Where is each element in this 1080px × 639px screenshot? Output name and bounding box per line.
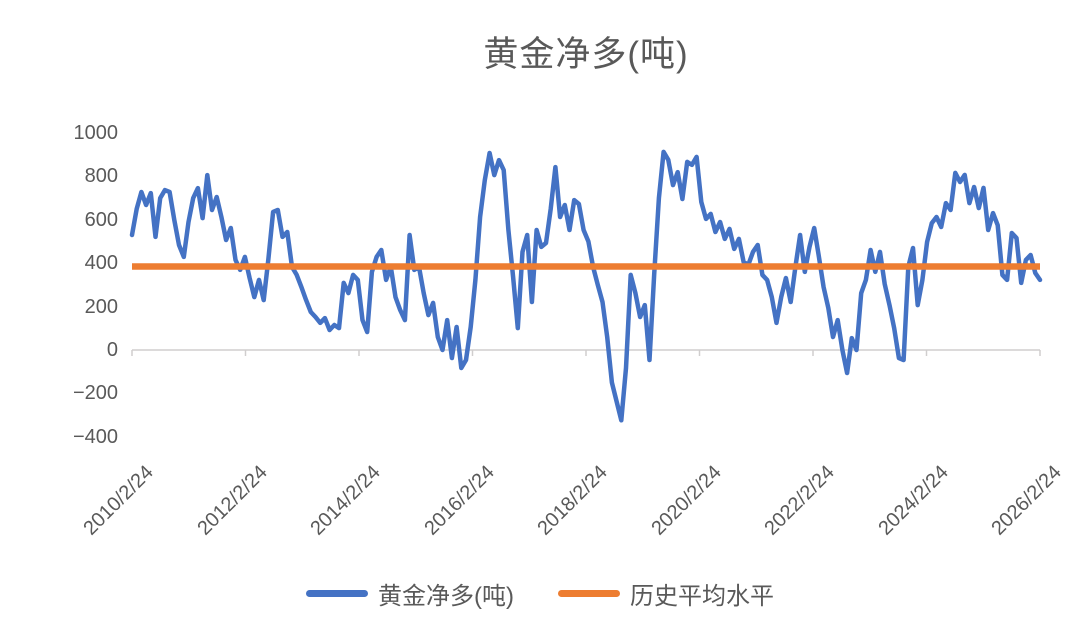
y-tick-label: 600 [84, 208, 118, 231]
legend-line-swatch [557, 590, 620, 597]
legend-item: 黄金净多(吨) [306, 576, 514, 611]
y-tick-label: −200 [72, 382, 118, 405]
legend-label: 黄金净多(吨) [378, 583, 514, 610]
y-tick-label: 800 [84, 165, 118, 188]
legend-line-swatch [306, 590, 368, 597]
y-tick-label: 1000 [73, 122, 119, 144]
y-tick-label: 200 [84, 295, 118, 318]
y-tick-label: 0 [106, 339, 118, 361]
legend-label: 历史平均水平 [629, 583, 774, 610]
y-tick-label: −400 [72, 425, 118, 448]
legend-item: 历史平均水平 [557, 576, 774, 611]
y-tick-label: 400 [84, 252, 118, 275]
legend: 黄金净多(吨) 历史平均水平 [0, 576, 1080, 611]
chart-title: 黄金净多(吨) [483, 35, 689, 74]
series-line-gold-net-long [129, 149, 1043, 423]
